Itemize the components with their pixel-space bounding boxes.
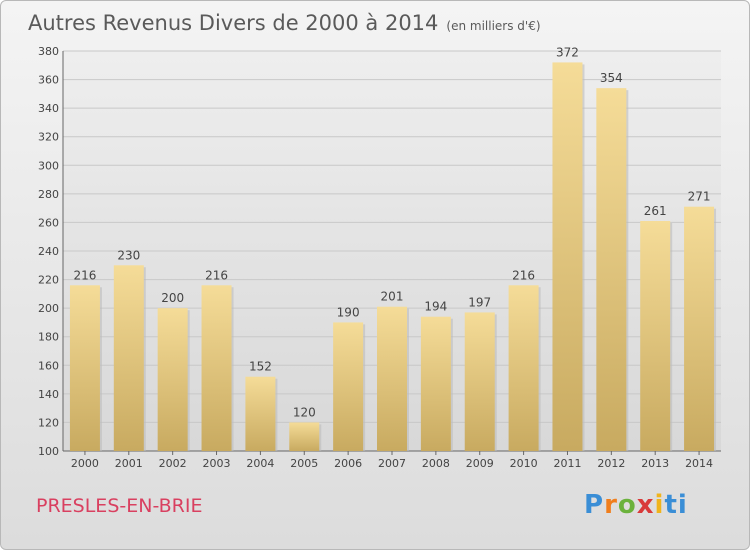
x-tick-label: 2005 <box>290 457 318 470</box>
data-label: 197 <box>468 295 491 309</box>
y-tick-label: 300 <box>38 159 59 172</box>
bar <box>69 285 100 451</box>
data-label: 216 <box>205 268 228 282</box>
bar <box>596 88 627 452</box>
proxiti-logo: Proxiti <box>584 490 688 520</box>
data-label: 190 <box>337 305 360 319</box>
x-tick-label: 2001 <box>115 457 143 470</box>
data-label: 216 <box>512 268 535 282</box>
data-label: 230 <box>117 248 140 262</box>
y-tick-label: 380 <box>38 45 59 58</box>
chart-subtitle: (en milliers d'€) <box>446 19 541 33</box>
data-label: 194 <box>424 300 447 314</box>
data-label: 152 <box>249 360 272 374</box>
x-tick-label: 2008 <box>422 457 450 470</box>
x-tick-label: 2010 <box>510 457 538 470</box>
x-tick-label: 2003 <box>203 457 231 470</box>
x-tick-label: 2002 <box>159 457 187 470</box>
y-tick-label: 340 <box>38 102 59 115</box>
x-tick-label: 2013 <box>641 457 669 470</box>
bar <box>157 308 188 451</box>
data-label: 201 <box>381 290 404 304</box>
bar <box>245 376 276 451</box>
bar <box>640 221 671 451</box>
y-tick-label: 100 <box>38 445 59 458</box>
data-label: 372 <box>556 45 579 59</box>
y-tick-label: 360 <box>38 74 59 87</box>
bar <box>377 306 407 451</box>
chart-title-text: Autres Revenus Divers de 2000 à 2014 <box>28 11 439 35</box>
bar <box>201 285 232 451</box>
x-tick-label: 2004 <box>246 457 274 470</box>
data-label: 271 <box>688 190 711 204</box>
bar <box>113 265 144 451</box>
chart-title: Autres Revenus Divers de 2000 à 2014 (en … <box>28 11 541 35</box>
y-tick-label: 220 <box>38 274 59 287</box>
x-tick-label: 2000 <box>71 457 99 470</box>
x-tick-label: 2011 <box>553 457 581 470</box>
y-tick-label: 180 <box>38 331 59 344</box>
y-tick-label: 320 <box>38 131 59 144</box>
bar <box>552 62 583 452</box>
y-tick-label: 160 <box>38 359 59 372</box>
x-tick-label: 2014 <box>685 457 713 470</box>
y-tick-label: 120 <box>38 416 59 429</box>
bar <box>508 285 539 451</box>
bar <box>420 316 451 451</box>
data-label: 120 <box>293 405 316 419</box>
x-tick-label: 2009 <box>466 457 494 470</box>
y-tick-label: 280 <box>38 188 59 201</box>
y-tick-label: 140 <box>38 388 59 401</box>
x-tick-label: 2007 <box>378 457 406 470</box>
town-name: PRESLES-EN-BRIE <box>36 495 203 517</box>
y-tick-label: 240 <box>38 245 59 258</box>
y-tick-label: 200 <box>38 302 59 315</box>
data-label: 354 <box>600 71 623 85</box>
data-label: 216 <box>73 268 96 282</box>
data-label: 200 <box>161 291 184 305</box>
data-label: 261 <box>644 204 667 218</box>
y-tick-label: 260 <box>38 216 59 229</box>
bar <box>464 312 495 451</box>
x-tick-label: 2006 <box>334 457 362 470</box>
bar <box>289 422 320 451</box>
bar <box>684 206 715 451</box>
x-tick-label: 2012 <box>597 457 625 470</box>
bar <box>333 322 364 451</box>
